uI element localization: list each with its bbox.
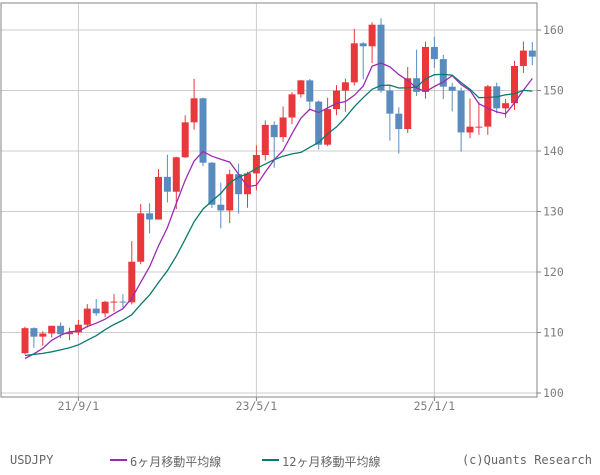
candle-2025-10: [511, 60, 518, 110]
candle-2025-03: [448, 82, 456, 112]
y-axis-tick-label: 120: [543, 265, 564, 279]
y-axis-tick-label: 130: [543, 205, 564, 219]
candle-2025-02: [439, 54, 447, 100]
y-axis-tick-label: 140: [543, 144, 564, 158]
candle-2024-02: [333, 85, 340, 116]
candle-2021-03: [21, 326, 29, 355]
candle-2022-08: [172, 156, 180, 210]
y-axis-tick-label: 160: [543, 23, 564, 37]
candle-2023-04: [244, 171, 251, 208]
candle-2025-11: [519, 41, 527, 73]
legend-item-ma6: 6ヶ月移動平均線: [110, 453, 221, 470]
ma12-line-swatch: [262, 459, 279, 461]
candle-2025-04: [457, 87, 465, 152]
candle-2021-08: [66, 327, 73, 341]
copyright-label: (c)Quants Research: [461, 453, 592, 467]
candle-2021-06: [48, 325, 56, 338]
axis-labels: 100 110 120 130 140 150 160 21/9/1 23/5/1 25/1/1: [58, 23, 564, 413]
candle-2022-07: [163, 154, 171, 203]
candle-2025-09: [502, 98, 510, 118]
candle-2022-06: [155, 169, 162, 220]
candle-2024-12: [422, 41, 429, 99]
ma6-label: 6ヶ月移動平均線: [130, 455, 222, 469]
ma-line-6: [24, 62, 533, 360]
candle-2022-11: [199, 97, 207, 167]
moving-average-lines: [24, 62, 533, 360]
candle-2025-06: [475, 102, 483, 135]
candle-2024-04: [350, 28, 358, 86]
candle-2021-12: [101, 300, 109, 318]
candle-2023-03: [235, 163, 243, 214]
candle-2023-09: [288, 92, 296, 125]
candle-2021-05: [39, 331, 47, 346]
candle-2024-10: [404, 67, 412, 134]
candle-2024-01: [324, 97, 332, 147]
candles-layer: [21, 18, 536, 355]
candle-2022-02: [119, 294, 127, 308]
candle-2024-09: [395, 107, 403, 154]
candle-2023-01: [217, 182, 225, 229]
x-axis-tick-label: 25/1/1: [414, 399, 456, 413]
candle-2021-10: [83, 304, 91, 328]
candle-2023-08: [279, 106, 287, 142]
candle-2024-07: [377, 18, 385, 93]
candle-2022-10: [190, 78, 198, 130]
candle-2021-09: [74, 319, 82, 335]
candle-2023-06: [261, 120, 269, 161]
plot-border: [0, 2, 541, 401]
candle-2022-05: [146, 203, 154, 234]
x-axis-tick-label: 23/5/1: [236, 399, 278, 413]
legend-item-ma12: 12ヶ月移動平均線: [262, 453, 380, 470]
candle-2025-05: [466, 98, 474, 139]
y-axis-tick-label: 110: [543, 326, 564, 340]
gridlines: [1, 3, 537, 397]
candle-2022-01: [110, 294, 118, 312]
candle-2022-04: [137, 203, 145, 265]
candle-2022-09: [181, 115, 189, 159]
candle-2023-02: [226, 169, 234, 224]
candlestick-chart: 100 110 120 130 140 150 160 21/9/1 23/5/1 25/1/1: [0, 2, 564, 413]
candle-2022-03: [128, 241, 136, 305]
candle-2021-04: [30, 327, 38, 348]
candle-2025-01: [430, 36, 438, 68]
candle-2025-12: [528, 42, 536, 66]
candle-2023-10: [297, 80, 305, 98]
symbol-label: USDJPY: [10, 453, 54, 467]
candle-2025-07: [484, 84, 492, 135]
x-axis-tick-label: 21/9/1: [58, 399, 100, 413]
ma12-label: 12ヶ月移動平均線: [282, 455, 381, 469]
candle-2024-06: [368, 22, 376, 63]
candle-2024-03: [341, 78, 349, 112]
ma-line-12: [24, 73, 533, 357]
y-axis-tick-label: 150: [543, 84, 564, 98]
candle-2023-12: [315, 100, 323, 150]
candle-2021-11: [92, 299, 100, 316]
candle-2024-08: [386, 85, 394, 141]
ma6-line-swatch: [110, 459, 127, 461]
candle-2025-08: [493, 82, 501, 114]
candle-2023-11: [306, 78, 314, 111]
candle-2024-05: [359, 42, 367, 80]
y-axis-tick-label: 100: [543, 386, 564, 400]
